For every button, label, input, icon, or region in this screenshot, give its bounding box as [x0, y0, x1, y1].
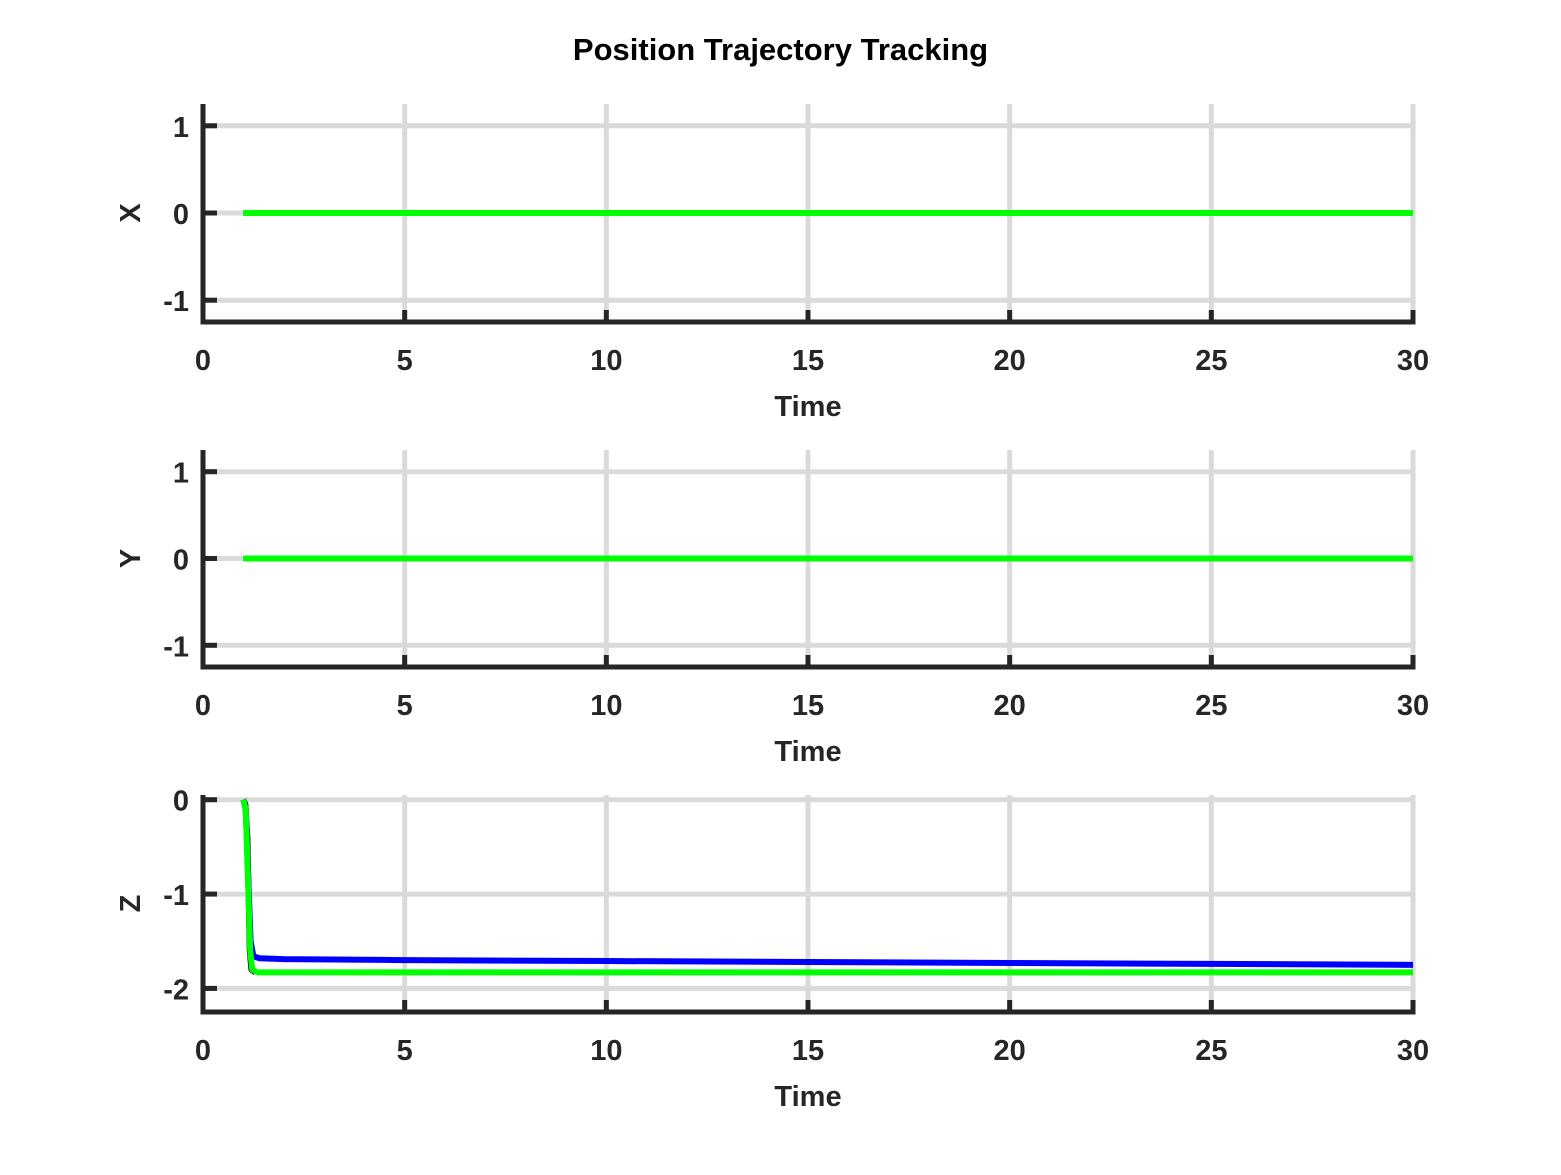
x-tick-label: 0 — [195, 690, 211, 722]
x-axis-label: Time — [774, 391, 841, 423]
x-tick-label: 5 — [397, 690, 413, 722]
y-tick-label: -2 — [163, 974, 189, 1006]
y-tick-label: 1 — [173, 458, 189, 490]
x-axis-label: Time — [774, 1081, 841, 1113]
x-tick-label: 10 — [590, 345, 622, 377]
x-tick-label: 5 — [397, 1035, 413, 1067]
x-tick-label: 30 — [1397, 1035, 1429, 1067]
y-tick-label: -1 — [163, 631, 189, 663]
x-tick-label: 10 — [590, 1035, 622, 1067]
y-tick-label: 0 — [173, 199, 189, 231]
y-tick-label: -1 — [163, 880, 189, 912]
x-tick-label: 0 — [195, 345, 211, 377]
x-tick-label: 30 — [1397, 690, 1429, 722]
y-axis-label: X — [115, 203, 147, 223]
series-line-3 — [240, 798, 1413, 976]
y-tick-label: -1 — [163, 286, 189, 318]
x-tick-label: 5 — [397, 345, 413, 377]
x-tick-label: 15 — [792, 1035, 824, 1067]
y-tick-label: 0 — [173, 786, 189, 818]
x-axis-label: Time — [774, 736, 841, 768]
subplot-3: 0 5 10 15 20 25 30 -2 -1 0 Time Z — [115, 786, 1429, 1113]
y-tick-label: 0 — [173, 545, 189, 577]
x-tick-label: 25 — [1195, 1035, 1227, 1067]
x-tick-label: 20 — [994, 1035, 1026, 1067]
y-tick-label: 1 — [173, 112, 189, 144]
y-axis-label: Y — [115, 549, 147, 568]
y-axis-label: Z — [115, 895, 147, 913]
x-tick-label: 20 — [994, 345, 1026, 377]
x-tick-label: 25 — [1195, 345, 1227, 377]
x-tick-label: 10 — [590, 690, 622, 722]
x-tick-label: 20 — [994, 690, 1026, 722]
x-tick-label: 0 — [195, 1035, 211, 1067]
x-tick-label: 30 — [1397, 345, 1429, 377]
x-tick-label: 15 — [792, 690, 824, 722]
chart-title: Position Trajectory Tracking — [572, 32, 989, 67]
x-tick-label: 15 — [792, 345, 824, 377]
x-tick-label: 25 — [1195, 690, 1227, 722]
series-line-2 — [240, 798, 1414, 968]
